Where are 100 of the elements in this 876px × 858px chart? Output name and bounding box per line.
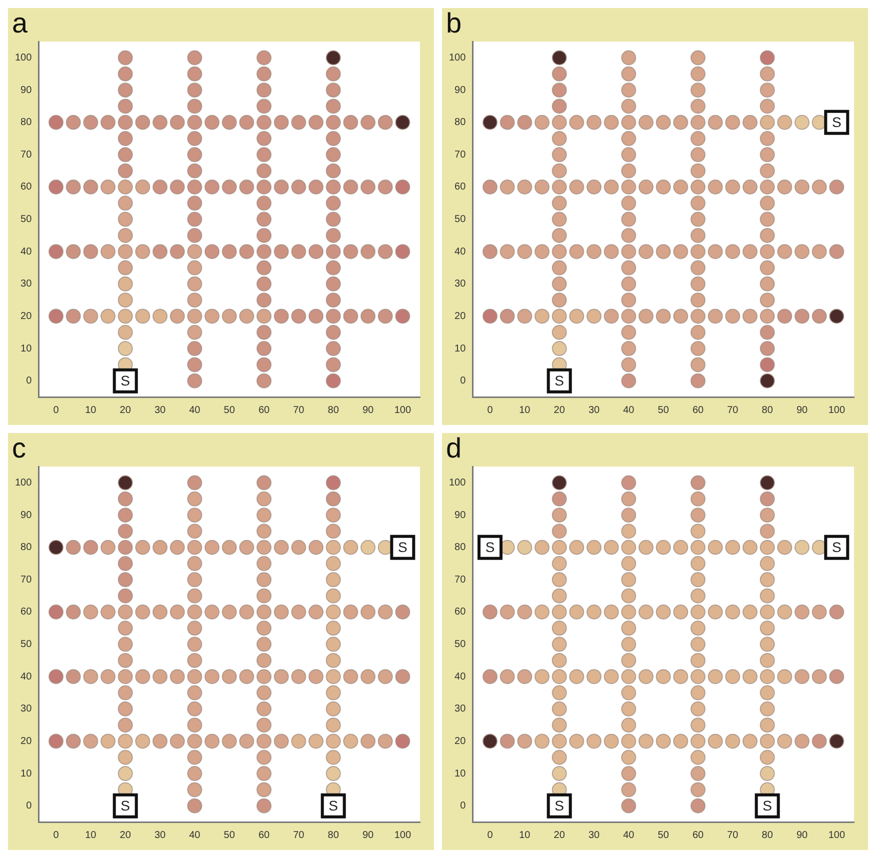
point: [621, 508, 636, 523]
y-tick-label: 90: [20, 510, 32, 521]
point: [569, 179, 584, 194]
point: [760, 701, 775, 716]
annotation: S: [832, 114, 842, 130]
point: [690, 734, 706, 749]
point: [760, 324, 775, 340]
point: [239, 669, 254, 684]
point: [552, 196, 567, 211]
point: [256, 701, 272, 716]
point: [690, 179, 706, 194]
point: [621, 292, 636, 308]
point: [256, 734, 272, 749]
x-tick-label: 70: [727, 830, 739, 841]
point: [326, 114, 341, 130]
y-tick-label: 10: [454, 768, 466, 780]
point: [690, 508, 706, 523]
point: [586, 669, 602, 684]
point: [552, 114, 567, 130]
point: [760, 163, 775, 178]
point: [326, 475, 341, 490]
y-tick-label: 10: [454, 343, 466, 354]
point: [256, 276, 272, 292]
point: [604, 604, 619, 620]
point: [118, 556, 133, 572]
point: [204, 308, 220, 324]
point: [742, 244, 758, 260]
point: [291, 308, 306, 324]
point: [725, 179, 740, 194]
y-tick-label: 70: [20, 574, 32, 586]
point: [360, 604, 376, 620]
point: [395, 604, 410, 620]
point: [256, 491, 272, 506]
point: [552, 50, 567, 66]
point: [222, 669, 237, 684]
point: [812, 244, 827, 260]
annotation: S: [120, 372, 130, 389]
point: [256, 636, 272, 652]
point: [777, 604, 792, 620]
point: [812, 734, 827, 749]
point: [100, 244, 116, 260]
point: [638, 669, 654, 684]
point: [673, 179, 688, 194]
point: [621, 66, 636, 82]
point: [256, 147, 272, 162]
x-tick-label: 60: [692, 404, 704, 416]
point: [552, 540, 567, 555]
point: [690, 276, 706, 292]
point: [118, 669, 133, 684]
point: [118, 244, 133, 260]
point: [256, 556, 272, 572]
point: [222, 734, 237, 749]
y-tick-label: 60: [20, 606, 32, 618]
point: [552, 147, 567, 162]
point: [256, 98, 272, 114]
point: [187, 636, 202, 652]
point: [187, 373, 202, 388]
point: [274, 540, 289, 555]
point: [621, 147, 636, 162]
point: [690, 131, 706, 146]
point: [552, 556, 567, 572]
point: [239, 179, 254, 194]
point: [812, 179, 827, 194]
point: [256, 588, 272, 604]
x-tick-label: 80: [328, 404, 340, 416]
point: [690, 701, 706, 716]
point: [760, 652, 775, 668]
point: [256, 718, 272, 733]
point: [621, 276, 636, 292]
point: [517, 734, 532, 749]
point: [760, 357, 775, 372]
point: [482, 669, 498, 684]
point: [760, 620, 775, 636]
point: [586, 540, 602, 555]
y-tick-label: 100: [14, 52, 32, 64]
point: [690, 244, 706, 260]
chart-title: c: [12, 432, 26, 464]
point: [777, 734, 792, 749]
point: [326, 260, 341, 276]
point: [326, 179, 341, 194]
point: [152, 308, 168, 324]
point: [777, 114, 792, 130]
point: [118, 276, 133, 292]
point: [621, 604, 636, 620]
point: [326, 556, 341, 572]
point: [135, 114, 150, 130]
point: [552, 260, 567, 276]
point: [326, 734, 341, 749]
point: [100, 604, 116, 620]
x-tick-label: 40: [623, 404, 635, 416]
point: [66, 179, 81, 194]
point: [187, 341, 202, 356]
y-tick-label: 30: [20, 278, 32, 290]
point: [118, 50, 133, 66]
point: [274, 604, 289, 620]
point: [690, 228, 706, 243]
point: [187, 556, 202, 572]
point: [308, 604, 324, 620]
chart-title: a: [12, 8, 28, 39]
x-tick-label: 30: [154, 404, 166, 416]
